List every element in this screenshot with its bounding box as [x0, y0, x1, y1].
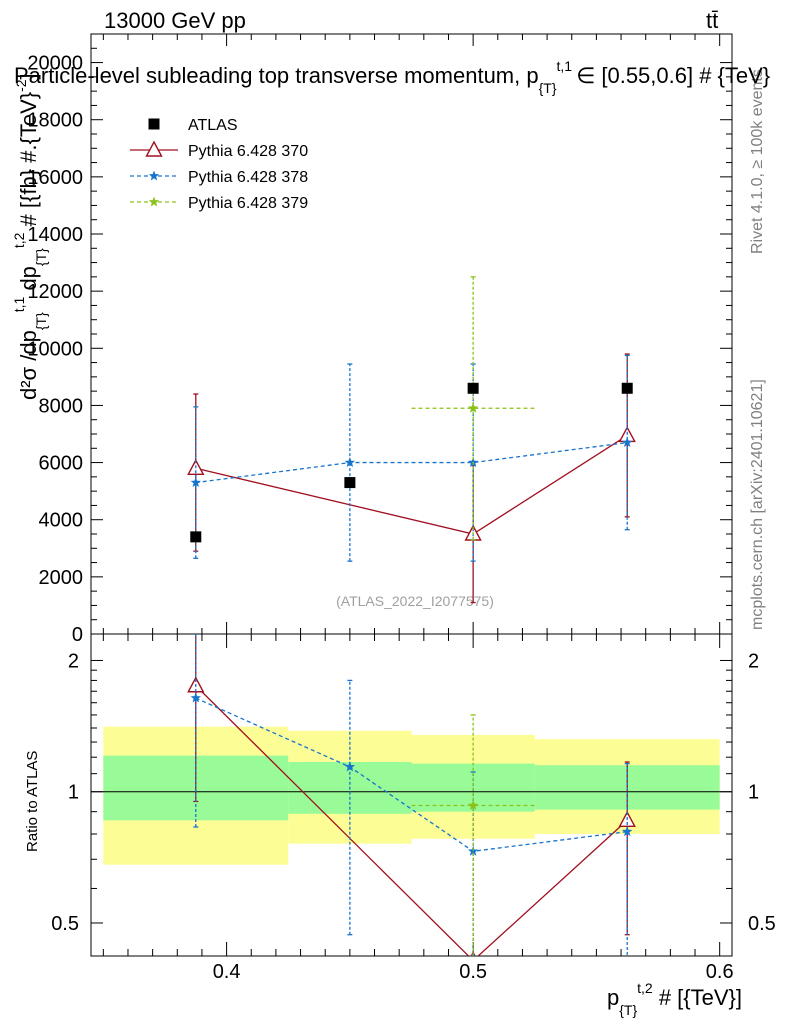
mcplots-label: mcplots.cern.ch [arXiv:2401.10621]: [749, 379, 766, 630]
legend-atlas-label: ATLAS: [188, 117, 238, 134]
y-tick-label: 4000: [39, 510, 84, 532]
main-series-group: [187, 276, 636, 604]
ratio-y-tick-label-right: 2: [748, 650, 759, 672]
main-pythia-6-428-379-point: [467, 402, 479, 413]
ratio-series-group: [187, 634, 636, 956]
y-tick-label: 8000: [39, 395, 84, 417]
y-tick-label: 2000: [39, 567, 84, 589]
y-tick-label: 12000: [27, 281, 83, 303]
legend-pythia-6-428-370-marker: [145, 140, 163, 157]
ratio-tick-labels: 0.5 0.5 1 1 2 2 0.4 0.5 0.6: [51, 650, 776, 983]
ratio-y-axis-label: Ratio to ATLAS: [24, 751, 41, 852]
legend-pythia-6-428-379-label: Pythia 6.428 379: [188, 195, 308, 212]
y-tick-label: 0: [72, 624, 83, 646]
x-axis-label: p{T}t,2 # [{TeV}]: [607, 980, 742, 1018]
main-atlas-point: [621, 382, 633, 394]
ratio-y-tick-label: 0.5: [51, 913, 79, 935]
main-plot-panel: 0 2000 4000 6000 8000 10000 12000 14000 16000 180…: [11, 33, 770, 646]
main-atlas-point: [467, 382, 479, 394]
legend-pythia-6-428-378-label: Pythia 6.428 378: [188, 169, 308, 186]
ratio-uncertainty-bands: [91, 726, 732, 865]
x-tick-label: 0.6: [706, 961, 734, 983]
legend-atlas-marker: [148, 118, 160, 130]
y-tick-label: 10000: [27, 338, 83, 360]
main-pythia-6-428-378-point: [344, 457, 356, 468]
main-pythia-6-428-370-line: [195, 434, 628, 535]
main-y-tick-labels: 0 2000 4000 6000 8000 10000 12000 14000 16000 180…: [27, 53, 83, 646]
ratio-pythia-6-428-378-point: [467, 845, 479, 856]
main-axis-ticks: [91, 34, 732, 635]
legend-pythia-6-428-378-marker: [148, 170, 160, 181]
analysis-watermark: (ATLAS_2022_I2077575): [336, 593, 494, 609]
y-axis-label: d²σ /dp{T}t,1 dp{T}t,2 # [{fb} #.{TeV}-2…: [11, 73, 49, 400]
y-tick-label: 16000: [27, 167, 83, 189]
process-label: tt̄: [706, 8, 718, 33]
y-tick-label: 14000: [27, 224, 83, 246]
x-tick-label: 0.4: [213, 961, 241, 983]
ratio-pythia-6-428-378-point: [621, 826, 633, 837]
main-pythia-6-428-378-point: [190, 477, 202, 488]
y-tick-label: 18000: [27, 110, 83, 132]
ratio-axis-ticks: [91, 634, 732, 956]
main-atlas-point: [344, 477, 356, 489]
main-pythia-6-428-378-point: [621, 437, 633, 448]
ratio-plot-panel: 0.5 0.5 1 1 2 2 0.4 0.5 0.6 Ratio to ATLAS p{T}t…: [24, 633, 776, 1018]
ratio-plot-frame: [90, 633, 733, 957]
ratio-y-tick-label: 1: [68, 782, 79, 804]
ratio-pythia-6-428-370-line: [195, 685, 628, 956]
legend-pythia-6-428-379-marker: [148, 196, 160, 207]
ratio-pythia-6-428-378-line: [195, 697, 628, 852]
x-tick-label: 0.5: [459, 961, 487, 983]
y-tick-label: 6000: [39, 453, 84, 475]
legend-pythia-6-428-370-label: Pythia 6.428 370: [188, 143, 308, 160]
ratio-pythia-6-428-379-point: [467, 799, 479, 810]
ratio-pythia-6-428-378-point: [344, 761, 356, 772]
ratio-pythia-6-428-378-point: [190, 692, 202, 703]
main-atlas-point: [190, 531, 202, 543]
energy-label: 13000 GeV pp: [104, 8, 246, 33]
ratio-y-tick-label-right: 0.5: [748, 913, 776, 935]
ratio-y-tick-label: 2: [68, 650, 79, 672]
y-tick-label: 20000: [27, 53, 83, 75]
rivet-label: Rivet 4.1.0, ≥ 100k events: [749, 69, 766, 254]
legend: ATLAS Pythia 6.428 370 Pythia 6.428 378 Pyt…: [130, 117, 308, 212]
main-pythia-6-428-378-line: [195, 441, 628, 484]
chart-title: Particle-level subleading top transverse…: [14, 58, 770, 96]
ratio-y-tick-label-right: 1: [748, 782, 759, 804]
